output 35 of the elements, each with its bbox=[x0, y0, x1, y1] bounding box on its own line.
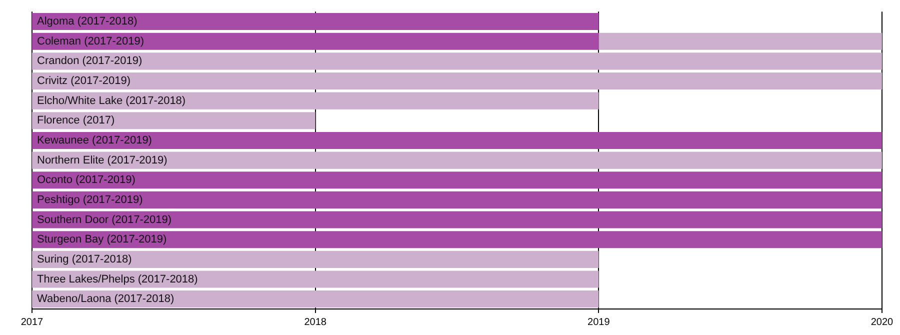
bar bbox=[32, 112, 316, 130]
bar bbox=[32, 191, 882, 208]
y-tick-label: Peshtigo (2017-2019) bbox=[37, 194, 143, 206]
bar bbox=[32, 172, 882, 189]
y-tick-label: Sturgeon Bay (2017-2019) bbox=[37, 234, 167, 246]
x-tick-label: 2020 bbox=[870, 316, 894, 328]
bar bbox=[32, 270, 599, 288]
y-tick-label: Suring (2017-2018) bbox=[37, 253, 132, 266]
bar bbox=[32, 32, 599, 50]
y-tick-label: Three Lakes/Phelps (2017-2018) bbox=[37, 273, 198, 286]
bar bbox=[32, 250, 599, 268]
bar bbox=[32, 132, 882, 149]
y-tick-label: Crivitz (2017-2019) bbox=[37, 75, 131, 88]
bar bbox=[32, 290, 599, 308]
bar bbox=[32, 72, 882, 90]
y-tick-label: Crandon (2017-2019) bbox=[37, 55, 142, 68]
y-tick-label: Elcho/White Lake (2017-2018) bbox=[37, 94, 186, 107]
bar bbox=[32, 152, 882, 169]
x-tick-label: 2018 bbox=[304, 316, 327, 328]
bar bbox=[32, 92, 599, 110]
bar bbox=[32, 12, 599, 30]
y-tick-label: Oconto (2017-2019) bbox=[37, 174, 136, 186]
y-tick-label: Southern Door (2017-2019) bbox=[37, 214, 172, 226]
y-tick-label: Florence (2017) bbox=[37, 114, 115, 127]
y-tick-label: Wabeno/Laona (2017-2018) bbox=[37, 293, 174, 306]
bar bbox=[32, 52, 882, 70]
x-tick-label: 2019 bbox=[588, 316, 610, 328]
x-tick-label: 2017 bbox=[20, 316, 44, 328]
bar bbox=[598, 32, 882, 50]
y-tick-label: Algoma (2017-2018) bbox=[37, 16, 138, 28]
y-tick-label: Northern Elite (2017-2019) bbox=[37, 154, 168, 166]
bar bbox=[32, 211, 882, 228]
y-tick-label: Coleman (2017-2019) bbox=[37, 35, 144, 48]
bar bbox=[32, 231, 882, 248]
y-tick-label: Kewaunee (2017-2019) bbox=[37, 134, 152, 147]
